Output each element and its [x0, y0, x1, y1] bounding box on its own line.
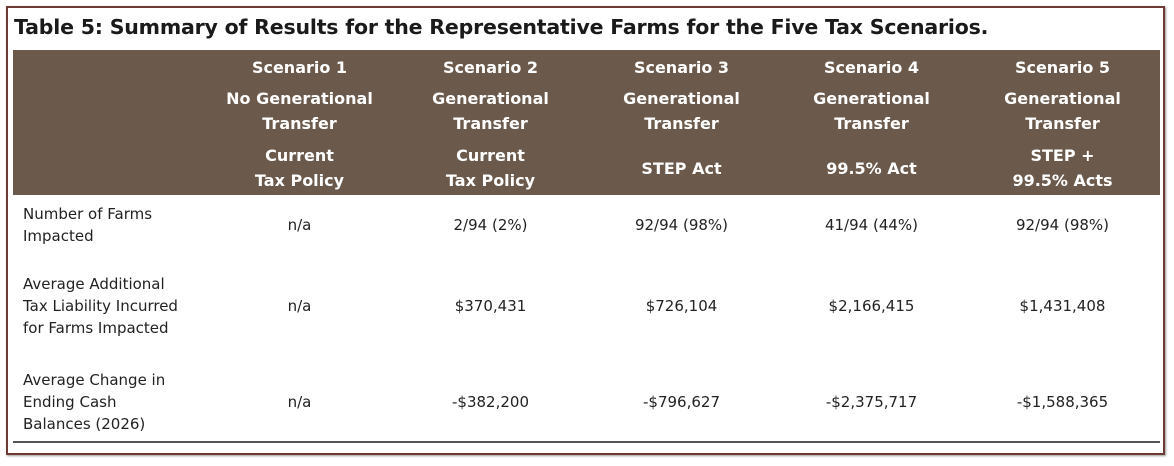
table-cell: 2/94 (2%)	[453, 216, 528, 234]
table-row: Average Additional Tax Liability Incurre…	[13, 252, 1160, 360]
table-cell: 41/94 (44%)	[824, 216, 919, 234]
table-cell: $1,431,408	[1019, 297, 1106, 315]
column-header-scenario-3: Scenario 3 Generational Transfer STEP Ac…	[586, 50, 777, 195]
row-label: Average Change in Ending Cash Balances (…	[23, 371, 166, 433]
transfer-label: Generational Transfer	[623, 89, 740, 133]
table-cell: $370,431	[454, 297, 527, 315]
table-row: Number of Farms Impacted n/a 2/94 (2%) 9…	[13, 200, 1160, 250]
scenario-label: Scenario 4	[823, 58, 920, 77]
table-header: Scenario 1 No Generational Transfer Curr…	[13, 50, 1160, 195]
table-row: Average Change in Ending Cash Balances (…	[13, 364, 1160, 440]
table-cell: 92/94 (98%)	[1015, 216, 1110, 234]
column-header-scenario-1: Scenario 1 No Generational Transfer Curr…	[204, 50, 395, 195]
bottom-rule	[13, 441, 1160, 443]
table-cell: -$382,200	[452, 393, 529, 411]
table-cell: $726,104	[645, 297, 718, 315]
policy-label: STEP Act	[641, 158, 722, 178]
scenario-label: Scenario 5	[1014, 58, 1111, 77]
policy-label: 99.5% Act	[826, 158, 917, 178]
transfer-label: No Generational Transfer	[226, 89, 373, 133]
transfer-label: Generational Transfer	[813, 89, 930, 133]
table-cell: n/a	[287, 393, 312, 411]
transfer-label: Generational Transfer	[1004, 89, 1121, 133]
table-cell: n/a	[287, 297, 312, 315]
scenario-label: Scenario 1	[251, 58, 348, 77]
table-frame	[6, 6, 1165, 455]
policy-label: Current Tax Policy	[254, 146, 345, 190]
column-header-scenario-4: Scenario 4 Generational Transfer 99.5% A…	[776, 50, 967, 195]
policy-label: STEP + 99.5% Acts	[1012, 146, 1113, 190]
table-cell: $2,166,415	[828, 297, 915, 315]
table-title: Table 5: Summary of Results for the Repr…	[14, 15, 989, 39]
policy-label: Current Tax Policy	[445, 146, 536, 190]
scenario-label: Scenario 2	[442, 58, 539, 77]
transfer-label: Generational Transfer	[432, 89, 549, 133]
row-label: Number of Farms Impacted	[23, 205, 153, 245]
scenario-label: Scenario 3	[633, 58, 730, 77]
table-cell: n/a	[287, 216, 312, 234]
table-cell: 92/94 (98%)	[634, 216, 729, 234]
table-cell: -$796,627	[643, 393, 720, 411]
column-header-scenario-2: Scenario 2 Generational Transfer Current…	[395, 50, 586, 195]
column-header-scenario-5: Scenario 5 Generational Transfer STEP + …	[967, 50, 1158, 195]
table-cell: -$2,375,717	[825, 393, 918, 411]
row-label: Average Additional Tax Liability Incurre…	[23, 275, 178, 337]
table-cell: -$1,588,365	[1016, 393, 1109, 411]
